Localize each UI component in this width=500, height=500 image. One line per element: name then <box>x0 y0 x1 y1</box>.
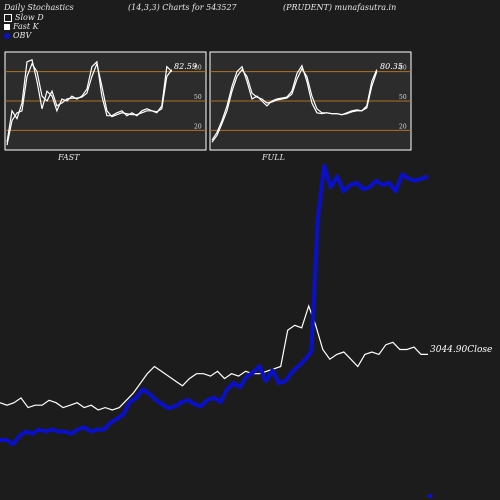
fast-panel-label: FAST <box>58 153 80 162</box>
full-panel-label: FULL <box>262 153 285 162</box>
fast-tick-label: 80 <box>194 65 202 72</box>
legend: Slow D Fast K OBV <box>4 13 44 40</box>
close-label: 3044.90Close <box>430 345 492 355</box>
blue-dot-icon <box>4 32 10 39</box>
fast-tick-label: 20 <box>194 123 202 130</box>
full-series-line-2 <box>211 67 378 143</box>
legend-label: OBV <box>13 31 32 40</box>
obv-line <box>0 164 429 447</box>
fast-series-line-2 <box>6 61 173 146</box>
price-line <box>0 304 428 411</box>
chart-params: (14,3,3) Charts for 543527 <box>128 3 237 12</box>
chart-title: Daily Stochastics <box>4 3 74 12</box>
legend-label: Fast K <box>13 22 39 31</box>
legend-item-slow-d: Slow D <box>4 13 44 22</box>
full-value-label: 80.35 <box>380 62 403 71</box>
full-tick-label: 50 <box>399 94 407 101</box>
fast-tick-label: 50 <box>194 94 202 101</box>
fast-panel: 80 50 20 82.59 <box>4 51 207 151</box>
legend-item-fast-k: Fast K <box>4 22 44 31</box>
legend-item-obv: OBV <box>4 31 44 40</box>
main-chart <box>0 164 429 447</box>
legend-label: Slow D <box>15 13 44 22</box>
full-tick-label: 20 <box>399 123 407 130</box>
fast-series-line-1 <box>6 58 173 143</box>
open-square-icon <box>4 13 12 22</box>
obv-end-marker <box>428 494 432 498</box>
full-panel: 80 50 20 80.35 <box>209 51 412 151</box>
filled-square-icon <box>4 23 10 30</box>
site-name: (PRUDENT) munafasutra.in <box>283 3 397 12</box>
full-tick-label: 80 <box>399 65 407 72</box>
fast-value-label: 82.59 <box>174 62 197 71</box>
full-series-line-1 <box>211 64 378 141</box>
